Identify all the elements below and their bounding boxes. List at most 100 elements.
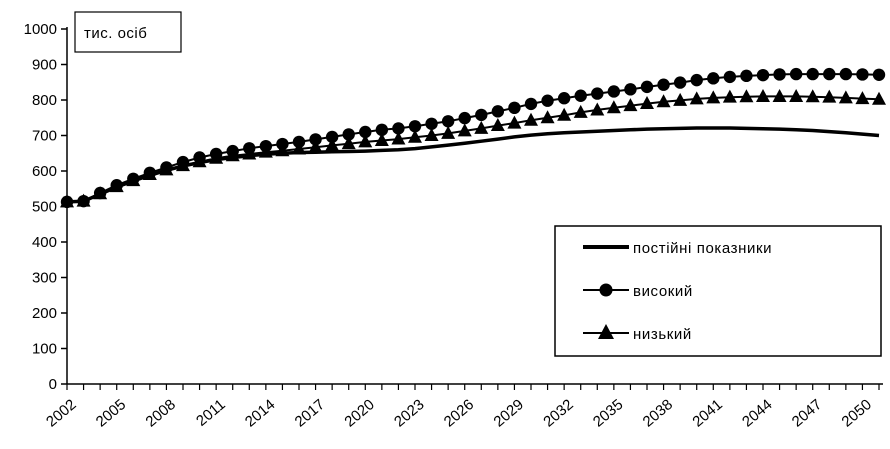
x-tick-label: 2029 xyxy=(491,396,527,430)
data-point-circle xyxy=(425,117,438,130)
data-point-triangle xyxy=(374,132,389,146)
data-point-triangle xyxy=(292,141,306,155)
data-point-triangle xyxy=(822,89,837,103)
series-line xyxy=(66,95,880,203)
legend: постійні показники високий низький xyxy=(554,225,882,357)
y-tick-label: 600 xyxy=(32,163,57,180)
data-point-triangle xyxy=(772,88,787,102)
data-point-triangle xyxy=(756,88,770,102)
data-point-circle xyxy=(773,68,786,81)
legend-item-high: високий xyxy=(583,283,692,300)
unit-label-box: тис. осіб xyxy=(74,11,182,53)
data-point-triangle xyxy=(192,154,207,168)
data-point-triangle xyxy=(93,186,108,200)
x-tick-label: 2038 xyxy=(640,396,676,430)
data-point-triangle xyxy=(457,123,472,137)
data-point-triangle xyxy=(540,110,555,124)
data-point-circle xyxy=(458,111,471,125)
legend-label-low: низький xyxy=(633,326,692,343)
data-point-circle xyxy=(359,125,372,139)
data-point-triangle xyxy=(805,89,820,103)
data-point-triangle xyxy=(789,88,804,102)
x-tick-label: 2032 xyxy=(540,396,576,430)
data-point-triangle xyxy=(209,150,224,164)
data-point-circle xyxy=(673,76,687,89)
data-point-circle xyxy=(557,92,571,105)
data-point-triangle xyxy=(689,91,704,105)
data-point-circle xyxy=(491,105,505,118)
y-tick-label: 900 xyxy=(32,57,57,74)
data-point-triangle xyxy=(391,131,406,145)
data-point-circle xyxy=(740,69,753,83)
data-point-triangle xyxy=(176,158,190,172)
data-point-circle xyxy=(441,115,455,128)
legend-label-constant: постійні показники xyxy=(633,240,772,257)
series-lines xyxy=(60,67,886,209)
x-tick-label: 2050 xyxy=(839,396,875,430)
data-point-circle xyxy=(839,67,853,81)
x-tick-label: 2005 xyxy=(93,396,129,430)
data-point-triangle xyxy=(490,118,505,132)
data-point-triangle xyxy=(656,94,671,108)
data-point-circle xyxy=(823,67,836,81)
data-point-circle xyxy=(789,67,803,81)
data-point-circle xyxy=(806,67,819,81)
y-tick-label: 0 xyxy=(49,376,57,393)
data-point-triangle xyxy=(590,102,605,116)
legend-item-constant: постійні показники xyxy=(583,240,772,257)
data-point-circle xyxy=(657,78,670,91)
y-tick-label: 400 xyxy=(32,234,57,251)
y-axis: 0 100 200 300 400 500 600 700 800 900 1000 xyxy=(24,21,68,393)
x-tick-label: 2008 xyxy=(143,396,179,430)
x-tick-label: 2002 xyxy=(43,396,79,430)
data-point-circle xyxy=(856,68,869,81)
data-point-triangle xyxy=(557,107,572,121)
data-point-circle xyxy=(607,85,621,98)
data-point-triangle xyxy=(325,137,340,151)
data-point-triangle xyxy=(308,139,323,153)
x-tick-label: 2041 xyxy=(689,396,725,430)
data-point-triangle xyxy=(242,146,257,160)
data-point-circle xyxy=(690,73,703,87)
unit-label: тис. осіб xyxy=(84,25,147,42)
data-point-circle xyxy=(574,89,587,102)
x-tick-label: 2035 xyxy=(590,396,626,430)
data-point-triangle xyxy=(424,128,439,141)
legend-item-low: низький xyxy=(583,324,692,343)
legend-marker-triangle xyxy=(598,324,614,339)
data-point-triangle xyxy=(739,89,754,103)
data-point-triangle xyxy=(60,194,74,208)
data-point-circle xyxy=(508,101,521,115)
series-high xyxy=(60,67,886,209)
x-tick-label: 2047 xyxy=(789,396,825,430)
data-point-triangle xyxy=(524,112,538,126)
x-tick-label: 2014 xyxy=(242,396,278,430)
data-point-circle xyxy=(872,68,886,81)
data-point-triangle xyxy=(408,129,422,143)
series-line xyxy=(66,73,880,203)
y-tick-label: 100 xyxy=(32,341,57,358)
data-point-triangle xyxy=(474,120,489,134)
data-point-triangle xyxy=(706,90,721,104)
data-point-triangle xyxy=(225,148,240,162)
data-point-circle xyxy=(375,123,389,137)
y-tick-label: 300 xyxy=(32,270,57,287)
data-point-triangle xyxy=(606,100,621,114)
data-point-triangle xyxy=(76,193,91,207)
legend-marker-circle xyxy=(599,283,613,297)
x-tick-label: 2023 xyxy=(391,396,427,430)
x-tick-label: 2026 xyxy=(441,396,477,430)
data-point-circle xyxy=(392,122,405,135)
data-point-circle xyxy=(309,133,322,146)
y-tick-label: 800 xyxy=(32,92,57,109)
data-point-circle xyxy=(325,130,339,144)
data-point-triangle xyxy=(109,179,124,193)
data-point-triangle xyxy=(872,91,886,105)
y-tick-label: 700 xyxy=(32,128,57,145)
y-tick-label: 1000 xyxy=(24,21,57,38)
data-point-circle xyxy=(624,83,637,96)
x-tick-label: 2020 xyxy=(341,396,377,430)
data-point-triangle xyxy=(275,143,290,157)
series-low xyxy=(60,88,886,208)
data-point-circle xyxy=(591,87,604,100)
